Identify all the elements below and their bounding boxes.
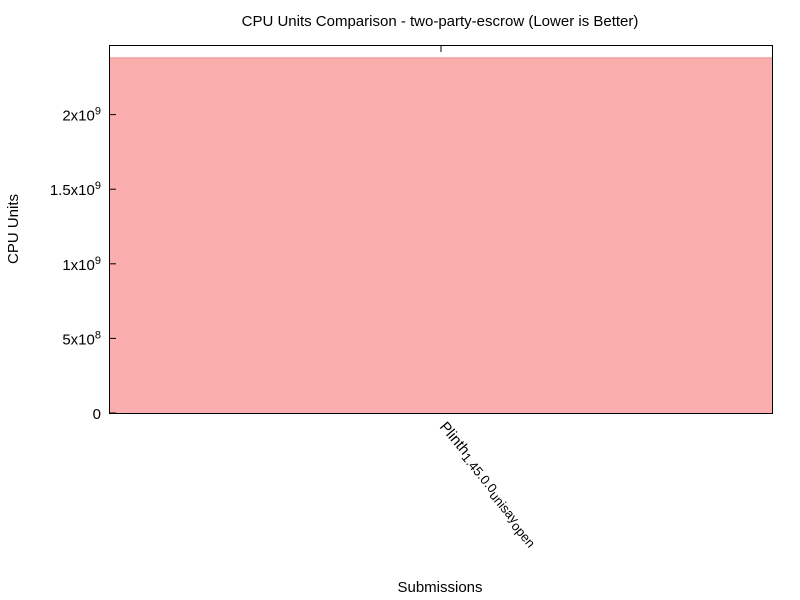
y-axis-label: CPU Units <box>5 194 22 264</box>
x-tick-label: Plinth1.45.0.0unisayopen <box>430 419 546 551</box>
y-tick-label: 1x109 <box>62 255 101 274</box>
plot-frame <box>109 45 773 414</box>
bar-1 <box>110 57 772 413</box>
y-tick-label: 1.5x109 <box>50 180 101 199</box>
x-axis-label: Submissions <box>397 579 482 596</box>
y-tick-label: 0 <box>93 406 101 423</box>
bars-layer <box>110 57 772 413</box>
y-tick-label: 5x108 <box>62 329 101 348</box>
y-ticks-layer: 0 5x108 1x109 1.5x109 2x109 <box>50 106 116 423</box>
y-tick-label: 2x109 <box>62 106 101 125</box>
chart-title: CPU Units Comparison - two-party-escrow … <box>242 13 639 30</box>
